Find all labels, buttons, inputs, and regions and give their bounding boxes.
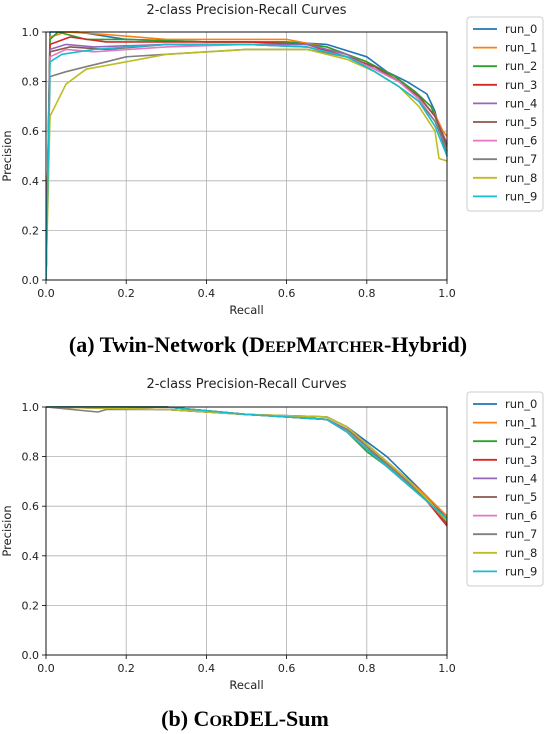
x-tick-label: 1.0 (438, 662, 456, 675)
series-line-run_7 (46, 48, 448, 280)
series-line-run_2 (46, 31, 448, 280)
x-tick-label: 0.8 (358, 287, 376, 300)
legend-label-run_5: run_5 (505, 490, 537, 504)
legend-label-run_2: run_2 (505, 59, 537, 73)
legend-label-run_8: run_8 (505, 546, 537, 560)
x-tick-label: 0.6 (278, 662, 296, 675)
legend-label-run_9: run_9 (505, 564, 537, 578)
caption-a-smallcaps-1: EEP (265, 339, 296, 356)
legend-label-run_7: run_7 (505, 152, 537, 166)
x-tick-label: 0.2 (117, 287, 135, 300)
y-tick-label: 1.0 (22, 401, 40, 414)
y-tick-label: 0.4 (22, 175, 40, 188)
legend-label-run_4: run_4 (505, 96, 537, 110)
caption-a-prefix: (a) Twin-Network (D (69, 332, 265, 357)
y-tick-label: 0.0 (22, 649, 40, 662)
caption-b-smallcaps: OR (209, 713, 233, 730)
y-tick-label: 1.0 (22, 26, 40, 39)
y-tick-label: 0.6 (22, 500, 40, 513)
series-line-run_9 (46, 43, 448, 280)
series-line-run_7 (46, 406, 448, 522)
legend-label-run_1: run_1 (505, 416, 537, 430)
plot-frame (45, 406, 448, 656)
x-tick-label: 0.0 (37, 287, 55, 300)
x-tick-label: 0.8 (358, 662, 376, 675)
y-tick-label: 0.8 (22, 76, 40, 89)
legend-label-run_9: run_9 (505, 189, 537, 203)
series-line-run_0 (46, 406, 448, 520)
legend-label-run_4: run_4 (505, 471, 537, 485)
series-line-run_8 (46, 48, 448, 280)
series-group (46, 31, 448, 280)
legend: run_0 run_1 run_2 run_3 run_4 run_5 run_6 run_7… (466, 16, 544, 212)
caption-b-suffix: DEL-Sum (233, 706, 328, 731)
y-tick-label: 0.8 (22, 451, 40, 464)
legend-label-run_6: run_6 (505, 134, 537, 148)
chart-title: 2-class Precision-Recall Curves (146, 377, 346, 392)
y-axis-label: Precision (0, 130, 14, 181)
series-line-run_8 (46, 406, 448, 522)
y-tick-label: 0.6 (22, 125, 40, 138)
legend-label-run_0: run_0 (505, 397, 537, 411)
y-axis-label: Precision (0, 505, 14, 556)
plot-frame (45, 31, 448, 281)
series-line-run_9 (46, 406, 448, 520)
legend-label-run_3: run_3 (505, 453, 537, 467)
chart-panel-b: 2-class Precision-Recall Curves 0.0 0.2 0.4… (0, 377, 544, 692)
legend-label-run_5: run_5 (505, 115, 537, 129)
series-group (46, 406, 448, 527)
x-tick-label: 0.4 (198, 662, 216, 675)
series-line-run_1 (46, 31, 448, 280)
chart-panel-a: 2-class Precision-Recall Curves 0.0 0.2 0.4… (0, 3, 544, 317)
legend-label-run_1: run_1 (505, 41, 537, 55)
series-line-run_2 (46, 406, 448, 520)
legend: run_0 run_1 run_2 run_3 run_4 run_5 run_6 run_7… (466, 391, 544, 587)
caption-a-middle: M (296, 332, 317, 357)
y-tick-label: 0.4 (22, 550, 40, 563)
legend-label-run_3: run_3 (505, 78, 537, 92)
chart-title: 2-class Precision-Recall Curves (146, 3, 346, 18)
legend-label-run_6: run_6 (505, 509, 537, 523)
legend-label-run_2: run_2 (505, 434, 537, 448)
caption-a-suffix: -Hybrid) (384, 332, 467, 357)
x-axis-label: Recall (229, 678, 263, 692)
x-tick-label: 0.6 (278, 287, 296, 300)
legend-label-run_0: run_0 (505, 22, 537, 36)
series-line-run_0 (46, 31, 448, 280)
caption-b: (b) CORDEL-Sum (161, 706, 329, 731)
caption-b-prefix: (b) C (161, 706, 209, 731)
legend-label-run_7: run_7 (505, 527, 537, 541)
y-tick-label: 0.2 (22, 599, 40, 612)
x-tick-label: 0.0 (37, 662, 55, 675)
x-tick-label: 0.2 (117, 662, 135, 675)
legend-label-run_8: run_8 (505, 171, 537, 185)
x-axis-label: Recall (229, 303, 263, 317)
caption-a-smallcaps-2: ATCHER (317, 339, 385, 356)
y-tick-label: 0.0 (22, 274, 40, 287)
x-tick-label: 1.0 (438, 287, 456, 300)
caption-a: (a) Twin-Network (DEEPMATCHER-Hybrid) (69, 332, 467, 357)
y-tick-label: 0.2 (22, 224, 40, 237)
x-tick-label: 0.4 (198, 287, 216, 300)
